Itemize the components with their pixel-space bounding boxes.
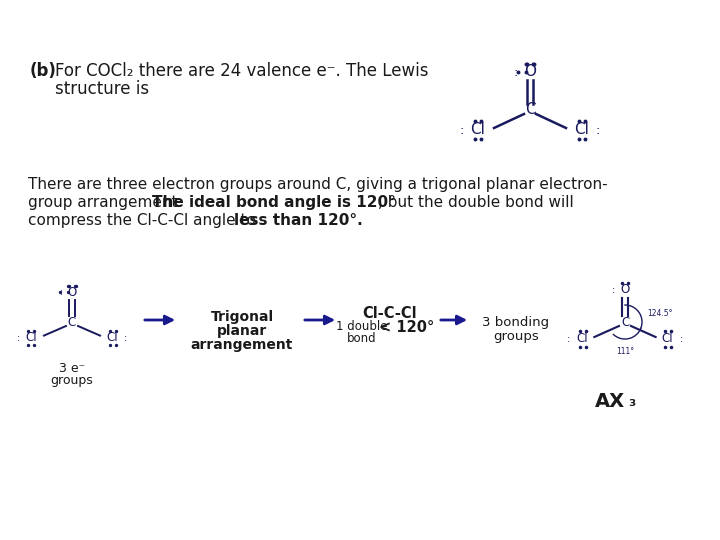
Text: Cl: Cl xyxy=(575,123,590,138)
Text: There are three electron groups around C, giving a trigonal planar electron-: There are three electron groups around C… xyxy=(28,177,608,192)
Text: C: C xyxy=(525,103,535,118)
Text: group arrangement.: group arrangement. xyxy=(28,195,190,210)
Text: :: : xyxy=(123,333,127,342)
Text: Cl: Cl xyxy=(577,333,588,346)
Text: compress the Cl-C-Cl angle to: compress the Cl-C-Cl angle to xyxy=(28,213,264,228)
Text: arrangement: arrangement xyxy=(191,338,293,352)
Text: 111°: 111° xyxy=(616,347,634,356)
Text: :: : xyxy=(567,334,570,344)
Text: C: C xyxy=(68,315,76,328)
Text: Cl: Cl xyxy=(471,123,485,138)
Text: O: O xyxy=(621,283,629,296)
Text: , but the double bond will: , but the double bond will xyxy=(378,195,574,210)
Text: For COCl₂ there are 24 valence e⁻. The Lewis: For COCl₂ there are 24 valence e⁻. The L… xyxy=(55,62,428,80)
Text: 1 double: 1 double xyxy=(336,320,388,333)
Text: ₃: ₃ xyxy=(628,392,635,410)
Text: (b): (b) xyxy=(30,62,57,80)
Text: C: C xyxy=(621,315,629,328)
Text: :: : xyxy=(514,65,518,78)
Text: :: : xyxy=(680,334,683,344)
Text: :: : xyxy=(460,124,464,137)
Text: groups: groups xyxy=(50,374,94,387)
Text: :: : xyxy=(60,287,63,298)
Text: 124.5°: 124.5° xyxy=(647,309,672,318)
Text: 3 e⁻: 3 e⁻ xyxy=(59,362,85,375)
Text: Cl: Cl xyxy=(662,333,673,346)
Text: :: : xyxy=(17,333,21,342)
Text: :: : xyxy=(596,124,600,137)
Text: 3 bonding: 3 bonding xyxy=(482,316,549,329)
Text: planar: planar xyxy=(217,324,267,338)
Text: Trigonal: Trigonal xyxy=(210,310,274,324)
Text: The ideal bond angle is 120°: The ideal bond angle is 120° xyxy=(152,195,396,210)
Text: O: O xyxy=(524,64,536,79)
Text: O: O xyxy=(68,286,76,299)
Text: groups: groups xyxy=(493,330,539,343)
Text: Cl-C-Cl: Cl-C-Cl xyxy=(363,306,418,321)
Text: Cl: Cl xyxy=(26,331,37,344)
Text: bond: bond xyxy=(347,332,377,345)
Text: less than 120°.: less than 120°. xyxy=(234,213,363,228)
Text: < 120°: < 120° xyxy=(379,320,435,335)
Text: Cl: Cl xyxy=(107,331,118,344)
Text: :: : xyxy=(611,285,615,295)
Text: structure is: structure is xyxy=(55,80,149,98)
Text: AX: AX xyxy=(595,392,625,411)
